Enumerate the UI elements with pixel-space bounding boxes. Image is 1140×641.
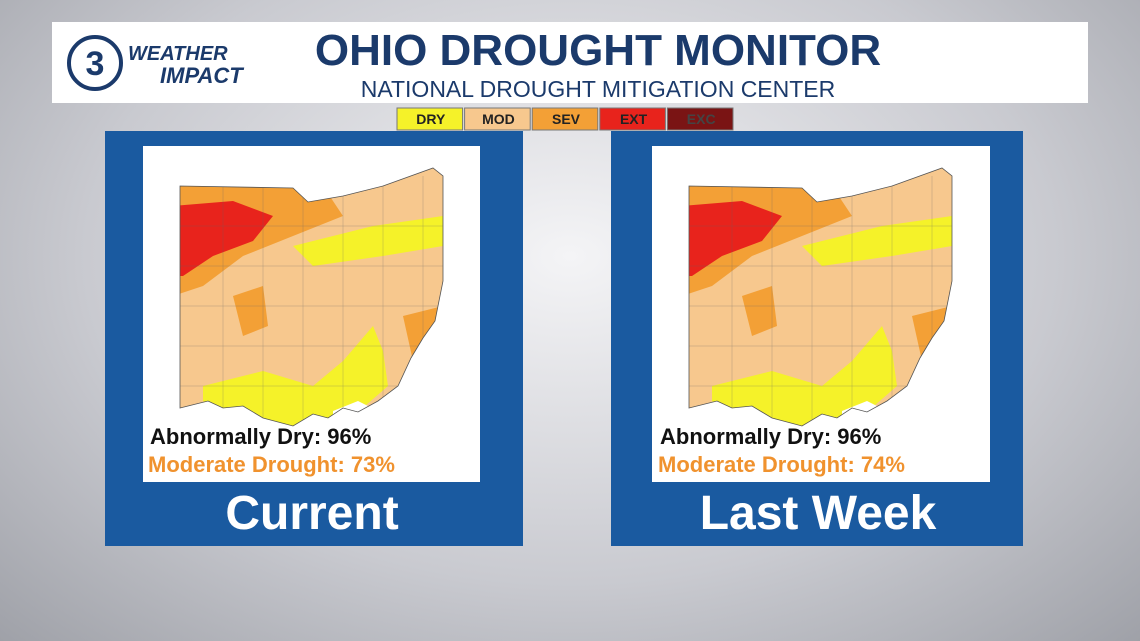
legend-label: MOD <box>482 111 515 127</box>
legend-swatch <box>599 107 666 131</box>
moderate-label: Moderate Drought: 73% <box>148 452 395 477</box>
legend: DRY MOD SEV EXT EXC <box>396 107 734 131</box>
moderate-label: Moderate Drought: 74% <box>658 452 905 477</box>
title: OHIO DROUGHT MONITOR <box>315 26 881 75</box>
dry-label: Abnormally Dry: 96% <box>660 424 881 449</box>
panel-caption: Current <box>225 487 398 540</box>
legend-label: EXC <box>687 111 716 127</box>
legend-label: DRY <box>416 111 446 127</box>
panel: Abnormally Dry: 96% Moderate Drought: 73… <box>105 131 523 546</box>
logo-top: WEATHER <box>128 43 228 65</box>
legend-swatch <box>464 107 531 131</box>
header-bar <box>52 22 1088 103</box>
dry-label: Abnormally Dry: 96% <box>150 424 371 449</box>
legend-swatch <box>666 107 734 131</box>
legend-swatch <box>396 107 464 131</box>
subtitle: NATIONAL DROUGHT MITIGATION CENTER <box>361 76 836 102</box>
panel-caption: Last Week <box>700 487 937 540</box>
logo-bottom: IMPACT <box>160 63 244 88</box>
logo-circle <box>67 35 123 91</box>
panel: Abnormally Dry: 96% Moderate Drought: 74… <box>611 131 1023 546</box>
legend-label: EXT <box>620 111 648 127</box>
legend-label: SEV <box>552 111 581 127</box>
logo-number: 3 <box>86 45 105 83</box>
legend-swatch <box>531 107 599 131</box>
